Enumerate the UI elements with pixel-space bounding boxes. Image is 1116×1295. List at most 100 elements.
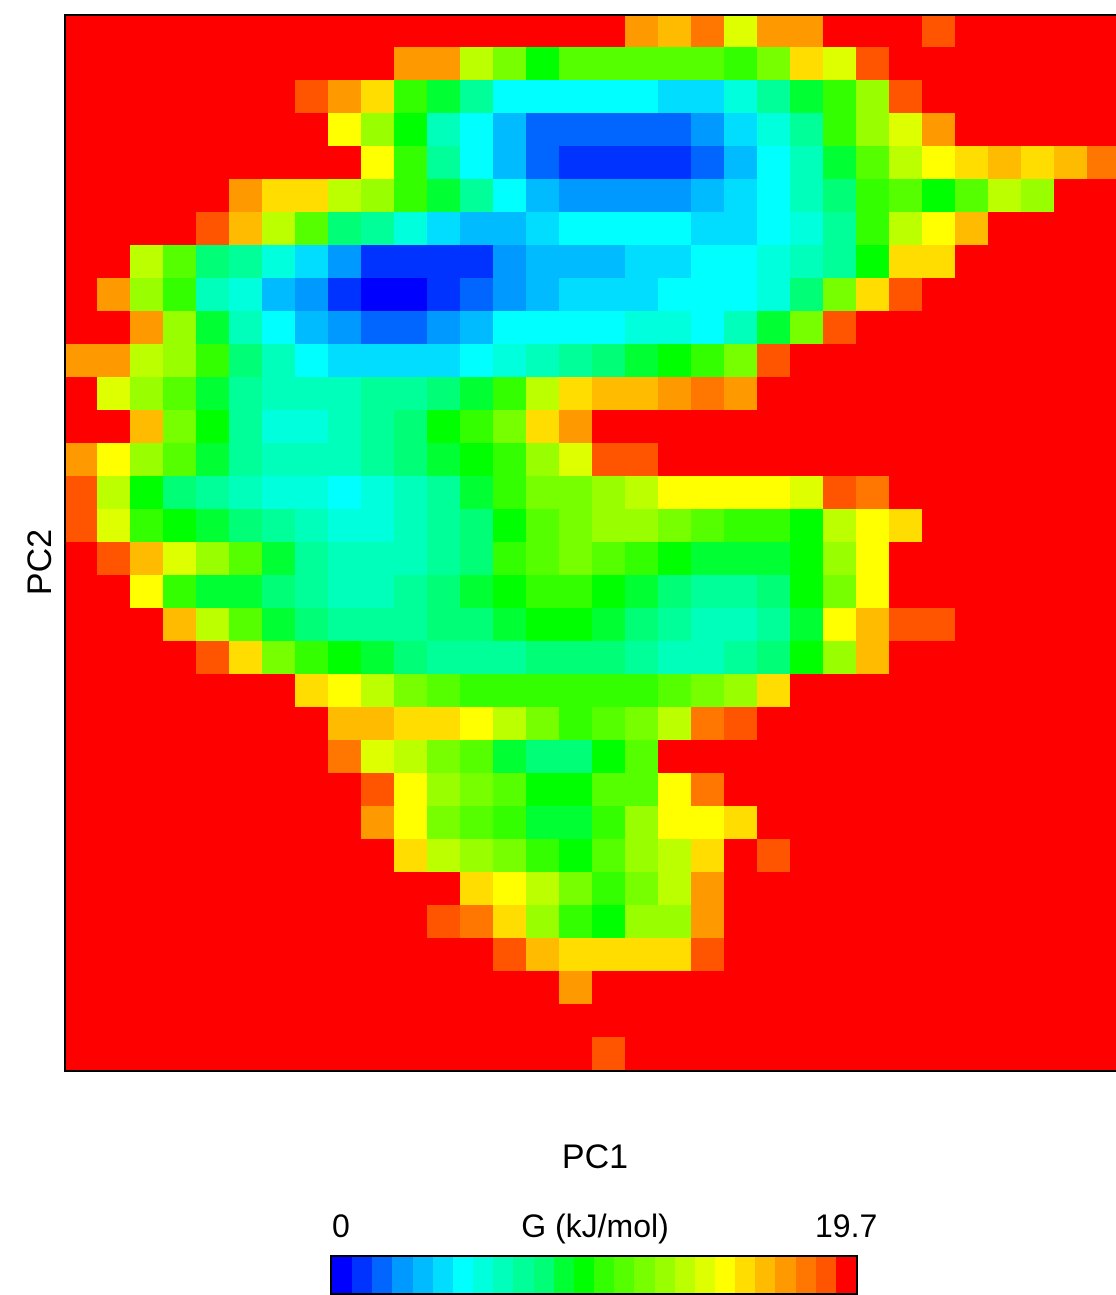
heatmap-cell xyxy=(526,674,560,708)
heatmap-cell xyxy=(922,1037,956,1071)
heatmap-cell xyxy=(757,707,791,741)
heatmap-cell xyxy=(427,641,461,675)
heatmap-cell xyxy=(295,905,329,939)
heatmap-cell xyxy=(1054,179,1088,213)
heatmap-cell xyxy=(163,47,197,81)
heatmap-cell xyxy=(295,113,329,147)
heatmap-cell xyxy=(130,674,164,708)
heatmap-cell xyxy=(130,971,164,1005)
heatmap-cell xyxy=(592,278,626,312)
heatmap-cell xyxy=(361,311,395,345)
heatmap-cell xyxy=(427,806,461,840)
heatmap-cell xyxy=(625,905,659,939)
heatmap-cell xyxy=(427,773,461,807)
heatmap-cell xyxy=(1054,608,1088,642)
heatmap-cell xyxy=(658,80,692,114)
heatmap-cell xyxy=(691,707,725,741)
heatmap-cell xyxy=(196,608,230,642)
heatmap-cell xyxy=(460,278,494,312)
heatmap-cell xyxy=(229,443,263,477)
heatmap-cell xyxy=(823,410,857,444)
heatmap-cell xyxy=(97,179,131,213)
heatmap-cell xyxy=(790,839,824,873)
heatmap-cell xyxy=(691,641,725,675)
heatmap-cell xyxy=(64,14,98,48)
heatmap-cell xyxy=(361,575,395,609)
heatmap-cell xyxy=(823,872,857,906)
heatmap-cell xyxy=(988,245,1022,279)
heatmap-cell xyxy=(790,146,824,180)
heatmap-cell xyxy=(559,47,593,81)
colorbar-swatch xyxy=(614,1257,635,1293)
heatmap-cell xyxy=(526,938,560,972)
heatmap-cell xyxy=(427,1037,461,1071)
heatmap-cell xyxy=(427,839,461,873)
heatmap-cell xyxy=(691,839,725,873)
heatmap-cell xyxy=(856,707,890,741)
heatmap-cell xyxy=(856,773,890,807)
heatmap-cell xyxy=(526,542,560,576)
heatmap-cell xyxy=(658,377,692,411)
heatmap-cell xyxy=(493,245,527,279)
heatmap-cell xyxy=(427,113,461,147)
heatmap-cell xyxy=(460,1037,494,1071)
heatmap-cell xyxy=(526,14,560,48)
heatmap-cell xyxy=(394,641,428,675)
heatmap-cell xyxy=(1054,872,1088,906)
heatmap-cell xyxy=(691,476,725,510)
colorbar-swatch xyxy=(412,1257,433,1293)
heatmap-cell xyxy=(361,377,395,411)
heatmap-cell xyxy=(361,938,395,972)
heatmap-cell xyxy=(889,14,923,48)
heatmap-cell xyxy=(625,179,659,213)
heatmap-cell xyxy=(889,410,923,444)
heatmap-cell xyxy=(988,212,1022,246)
heatmap-cell xyxy=(790,179,824,213)
heatmap-cell xyxy=(526,443,560,477)
heatmap-cell xyxy=(328,674,362,708)
heatmap-cell xyxy=(493,443,527,477)
heatmap-cell xyxy=(328,509,362,543)
heatmap-cell xyxy=(625,344,659,378)
heatmap-cell xyxy=(988,113,1022,147)
heatmap-cell xyxy=(427,278,461,312)
heatmap-cell xyxy=(427,509,461,543)
heatmap-cell xyxy=(97,14,131,48)
heatmap-cell xyxy=(1054,1037,1088,1071)
heatmap-cell xyxy=(592,806,626,840)
heatmap-cell xyxy=(1021,47,1055,81)
heatmap-cell xyxy=(757,740,791,774)
heatmap-cell xyxy=(856,278,890,312)
heatmap-cell xyxy=(790,938,824,972)
heatmap-cell xyxy=(427,938,461,972)
heatmap-cell xyxy=(295,146,329,180)
heatmap-cell xyxy=(559,344,593,378)
heatmap-cell xyxy=(394,773,428,807)
heatmap-cell xyxy=(988,575,1022,609)
heatmap-cell xyxy=(691,1037,725,1071)
heatmap-cell xyxy=(97,47,131,81)
heatmap-cell xyxy=(658,773,692,807)
heatmap-cell xyxy=(1021,806,1055,840)
heatmap-cell xyxy=(460,872,494,906)
heatmap-cell xyxy=(1054,80,1088,114)
heatmap-cell xyxy=(856,905,890,939)
heatmap-cell xyxy=(328,113,362,147)
heatmap-cell xyxy=(889,311,923,345)
heatmap-cell xyxy=(64,476,98,510)
heatmap-cell xyxy=(559,971,593,1005)
heatmap-cell xyxy=(295,872,329,906)
heatmap-cell xyxy=(955,179,989,213)
heatmap-cell xyxy=(295,773,329,807)
heatmap-cell xyxy=(97,773,131,807)
heatmap-cell xyxy=(295,344,329,378)
heatmap-cell xyxy=(526,377,560,411)
heatmap-cell xyxy=(460,773,494,807)
heatmap-cell xyxy=(328,476,362,510)
heatmap-cell xyxy=(823,179,857,213)
heatmap-cell xyxy=(262,443,296,477)
heatmap-cell xyxy=(460,674,494,708)
heatmap-cell xyxy=(262,872,296,906)
heatmap-cell xyxy=(757,641,791,675)
heatmap-cell xyxy=(163,476,197,510)
